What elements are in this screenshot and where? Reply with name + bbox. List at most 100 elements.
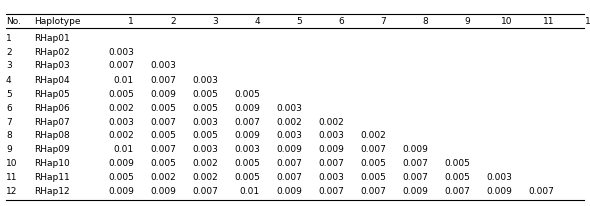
Text: 8: 8 [6,131,12,140]
Text: 0.003: 0.003 [192,117,218,126]
Text: 0.002: 0.002 [150,173,176,183]
Text: 0.005: 0.005 [360,159,386,169]
Text: 3: 3 [212,16,218,26]
Text: 0.007: 0.007 [150,76,176,84]
Text: 0.007: 0.007 [192,187,218,197]
Text: RHap01: RHap01 [34,34,70,42]
Text: 0.007: 0.007 [318,187,344,197]
Text: 5: 5 [296,16,302,26]
Text: Haplotype: Haplotype [34,16,80,26]
Text: 0.005: 0.005 [234,159,260,169]
Text: 0.002: 0.002 [192,159,218,169]
Text: 0.003: 0.003 [192,76,218,84]
Text: RHap03: RHap03 [34,62,70,70]
Text: 0.007: 0.007 [276,173,302,183]
Text: 0.009: 0.009 [150,89,176,98]
Text: RHap10: RHap10 [34,159,70,169]
Text: 0.007: 0.007 [150,145,176,154]
Text: 0.003: 0.003 [276,131,302,140]
Text: 11: 11 [6,173,18,183]
Text: 0.002: 0.002 [360,131,386,140]
Text: 0.002: 0.002 [192,173,218,183]
Text: 0.009: 0.009 [234,131,260,140]
Text: 0.007: 0.007 [444,187,470,197]
Text: RHap12: RHap12 [34,187,70,197]
Text: 0.009: 0.009 [150,187,176,197]
Text: 0.005: 0.005 [150,103,176,112]
Text: 4: 4 [6,76,12,84]
Text: 9: 9 [6,145,12,154]
Text: 0.007: 0.007 [108,62,134,70]
Text: 0.005: 0.005 [234,89,260,98]
Text: 12: 12 [585,16,590,26]
Text: 0.005: 0.005 [192,131,218,140]
Text: 0.01: 0.01 [114,145,134,154]
Text: 0.009: 0.009 [108,159,134,169]
Text: 0.003: 0.003 [318,173,344,183]
Text: 6: 6 [338,16,344,26]
Text: 10: 10 [500,16,512,26]
Text: 0.009: 0.009 [486,187,512,197]
Text: 0.005: 0.005 [108,89,134,98]
Text: RHap05: RHap05 [34,89,70,98]
Text: 9: 9 [464,16,470,26]
Text: 0.007: 0.007 [402,159,428,169]
Text: 0.003: 0.003 [150,62,176,70]
Text: 0.007: 0.007 [360,145,386,154]
Text: 12: 12 [6,187,17,197]
Text: 0.005: 0.005 [444,173,470,183]
Text: 0.003: 0.003 [108,48,134,56]
Text: 0.009: 0.009 [234,103,260,112]
Text: 2: 2 [171,16,176,26]
Text: 1: 1 [6,34,12,42]
Text: 0.005: 0.005 [192,89,218,98]
Text: 0.009: 0.009 [402,145,428,154]
Text: 0.01: 0.01 [240,187,260,197]
Text: RHap08: RHap08 [34,131,70,140]
Text: 0.002: 0.002 [108,131,134,140]
Text: 0.005: 0.005 [150,131,176,140]
Text: 0.003: 0.003 [276,103,302,112]
Text: 0.01: 0.01 [114,76,134,84]
Text: 11: 11 [542,16,554,26]
Text: 0.003: 0.003 [486,173,512,183]
Text: 0.007: 0.007 [360,187,386,197]
Text: RHap04: RHap04 [34,76,70,84]
Text: 0.003: 0.003 [318,131,344,140]
Text: 0.003: 0.003 [108,117,134,126]
Text: 0.002: 0.002 [318,117,344,126]
Text: RHap06: RHap06 [34,103,70,112]
Text: 7: 7 [6,117,12,126]
Text: 0.007: 0.007 [234,117,260,126]
Text: 0.009: 0.009 [108,187,134,197]
Text: 7: 7 [380,16,386,26]
Text: 0.007: 0.007 [276,159,302,169]
Text: 0.009: 0.009 [402,187,428,197]
Text: 1: 1 [128,16,134,26]
Text: RHap09: RHap09 [34,145,70,154]
Text: 0.005: 0.005 [234,173,260,183]
Text: RHap07: RHap07 [34,117,70,126]
Text: 0.003: 0.003 [192,145,218,154]
Text: 0.007: 0.007 [402,173,428,183]
Text: 0.009: 0.009 [276,187,302,197]
Text: No.: No. [6,16,21,26]
Text: 8: 8 [422,16,428,26]
Text: 0.009: 0.009 [276,145,302,154]
Text: 0.005: 0.005 [444,159,470,169]
Text: 0.005: 0.005 [192,103,218,112]
Text: 0.005: 0.005 [360,173,386,183]
Text: 4: 4 [254,16,260,26]
Text: 0.007: 0.007 [528,187,554,197]
Text: 2: 2 [6,48,12,56]
Text: 0.005: 0.005 [108,173,134,183]
Text: 10: 10 [6,159,18,169]
Text: 0.003: 0.003 [234,145,260,154]
Text: 3: 3 [6,62,12,70]
Text: 0.002: 0.002 [276,117,302,126]
Text: 5: 5 [6,89,12,98]
Text: RHap11: RHap11 [34,173,70,183]
Text: 0.005: 0.005 [150,159,176,169]
Text: 0.009: 0.009 [318,145,344,154]
Text: 0.007: 0.007 [150,117,176,126]
